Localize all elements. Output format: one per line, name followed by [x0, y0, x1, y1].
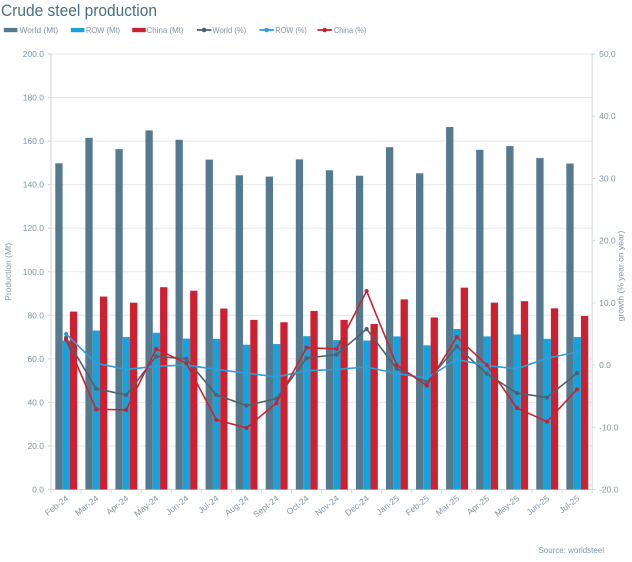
svg-text:180.0: 180.0	[23, 93, 45, 103]
svg-text:40.0: 40.0	[599, 111, 616, 121]
svg-text:40.0: 40.0	[27, 397, 44, 407]
svg-text:10.0: 10.0	[599, 298, 616, 308]
svg-text:China (Mt): China (Mt)	[147, 25, 184, 35]
svg-text:Source: worldsteel: Source: worldsteel	[539, 545, 605, 555]
svg-text:Production (Mt): Production (Mt)	[3, 243, 13, 301]
svg-text:20.0: 20.0	[599, 236, 616, 246]
svg-text:-20.0: -20.0	[599, 485, 619, 495]
svg-text:60.0: 60.0	[27, 354, 44, 364]
svg-text:China (%): China (%)	[334, 25, 366, 35]
svg-text:World (%): World (%)	[212, 25, 246, 35]
svg-text:-10.0: -10.0	[599, 422, 619, 432]
svg-text:50.0: 50.0	[599, 49, 616, 59]
svg-text:ROW (%): ROW (%)	[275, 25, 307, 35]
svg-text:ROW (Mt): ROW (Mt)	[86, 25, 120, 35]
svg-text:0.0: 0.0	[32, 485, 44, 495]
svg-text:30.0: 30.0	[599, 173, 616, 183]
svg-text:200.0: 200.0	[23, 49, 45, 59]
svg-text:Crude steel production: Crude steel production	[1, 1, 157, 20]
svg-text:100.0: 100.0	[23, 267, 45, 277]
svg-text:80.0: 80.0	[27, 310, 44, 320]
svg-text:growth (% year on year): growth (% year on year)	[616, 230, 626, 321]
svg-text:160.0: 160.0	[23, 136, 45, 146]
svg-text:140.0: 140.0	[23, 180, 45, 190]
svg-text:20.0: 20.0	[27, 441, 44, 451]
svg-text:World (Mt): World (Mt)	[20, 25, 59, 35]
svg-text:120.0: 120.0	[23, 223, 45, 233]
svg-text:0.0: 0.0	[599, 360, 611, 370]
